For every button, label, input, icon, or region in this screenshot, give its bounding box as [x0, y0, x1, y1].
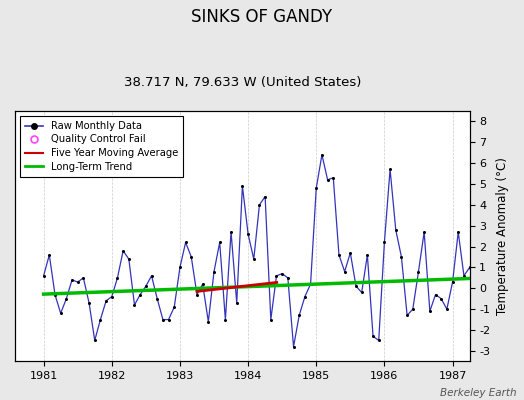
Y-axis label: Temperature Anomaly (°C): Temperature Anomaly (°C) [496, 157, 509, 315]
Text: Berkeley Earth: Berkeley Earth [440, 388, 516, 398]
Title: 38.717 N, 79.633 W (United States): 38.717 N, 79.633 W (United States) [124, 76, 361, 89]
Legend: Raw Monthly Data, Quality Control Fail, Five Year Moving Average, Long-Term Tren: Raw Monthly Data, Quality Control Fail, … [20, 116, 183, 176]
Text: SINKS OF GANDY: SINKS OF GANDY [191, 8, 333, 26]
